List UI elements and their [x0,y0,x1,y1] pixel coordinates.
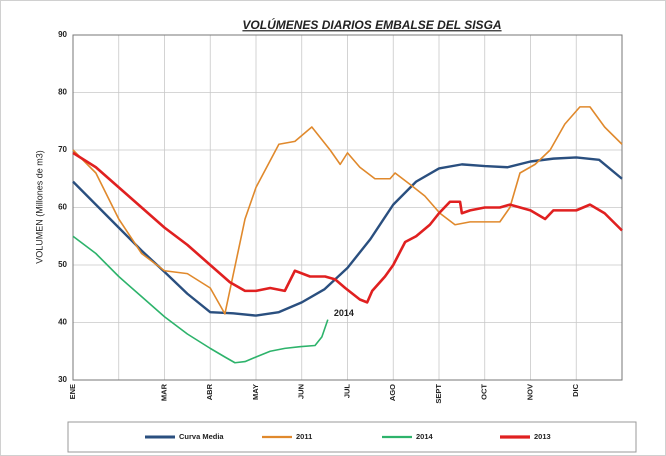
legend-label: 2011 [296,432,312,441]
plot-border [72,34,623,381]
x-tick-label: ABR [205,383,214,400]
x-tick-label: JUL [342,384,351,399]
y-tick-label: 40 [58,318,67,327]
x-tick-label: ENE [68,384,77,399]
annotation: 2014 [334,308,354,318]
y-tick-label: 50 [58,260,67,269]
x-tick-label: OCT [480,384,489,400]
x-tick-label: MAR [159,383,168,401]
y-tick-label: 90 [58,30,67,39]
x-tick-label: MAY [251,384,260,400]
line-series [72,106,623,315]
y-tick-label: 30 [58,375,67,384]
line-series [72,235,329,364]
x-tick-label: SEPT [434,384,443,404]
line-series [72,156,623,317]
y-tick-label: 80 [58,88,67,97]
y-tick-label: 70 [58,145,67,154]
x-tick-label: NOV [525,384,534,400]
chart-title: VOLÚMENES DIARIOS EMBALSE DEL SISGA [242,17,501,32]
y-axis-label: VOLUMEN (Millones de m3) [34,150,44,264]
legend-label: 2014 [416,432,434,441]
y-tick-label: 60 [58,203,67,212]
legend-label: 2013 [534,432,551,441]
x-tick-label: DIC [571,383,580,397]
legend-label: Curva Media [179,432,224,441]
line-series [72,151,623,304]
x-tick-label: JUN [297,384,306,399]
x-tick-label: AGO [388,384,397,401]
